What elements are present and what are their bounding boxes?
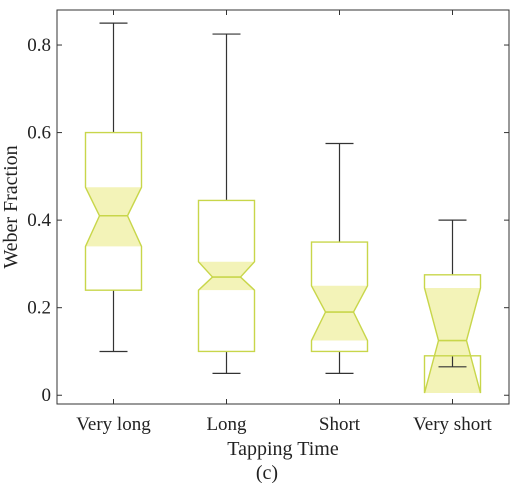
x-tick-label: Short <box>319 414 361 435</box>
x-tick-label: Long <box>206 414 247 435</box>
y-tick-label: 0 <box>42 385 52 406</box>
y-axis-label: Weber Fraction <box>0 145 22 268</box>
figure-caption: (c) <box>256 462 278 483</box>
notch-band-2 <box>311 285 368 341</box>
box-1 <box>197 33 256 374</box>
ticks-layer: 0 0.2 0.4 0.6 0.8 Very long Long Short Very shor… <box>27 10 509 435</box>
box-3 <box>423 219 482 394</box>
box-outline-2 <box>310 241 369 353</box>
y-tick-label: 0.2 <box>27 298 51 319</box>
box-0 <box>84 22 143 353</box>
notch-band-0 <box>85 187 142 247</box>
x-tick-label: Very long <box>76 414 151 435</box>
y-tick-label: 0.8 <box>27 35 51 56</box>
box-outline-1 <box>197 199 256 353</box>
box-outline-3 <box>423 274 482 394</box>
notch-band-1 <box>198 261 255 291</box>
box-2 <box>310 142 369 374</box>
boxes-layer <box>84 22 482 394</box>
x-tick-label: Very short <box>413 414 492 435</box>
plot-frame <box>56 9 510 405</box>
y-tick-label: 0.6 <box>27 123 51 144</box>
x-axis-label: Tapping Time <box>227 438 339 460</box>
box-outline-0 <box>84 131 143 291</box>
y-tick-label: 0.4 <box>27 210 51 231</box>
